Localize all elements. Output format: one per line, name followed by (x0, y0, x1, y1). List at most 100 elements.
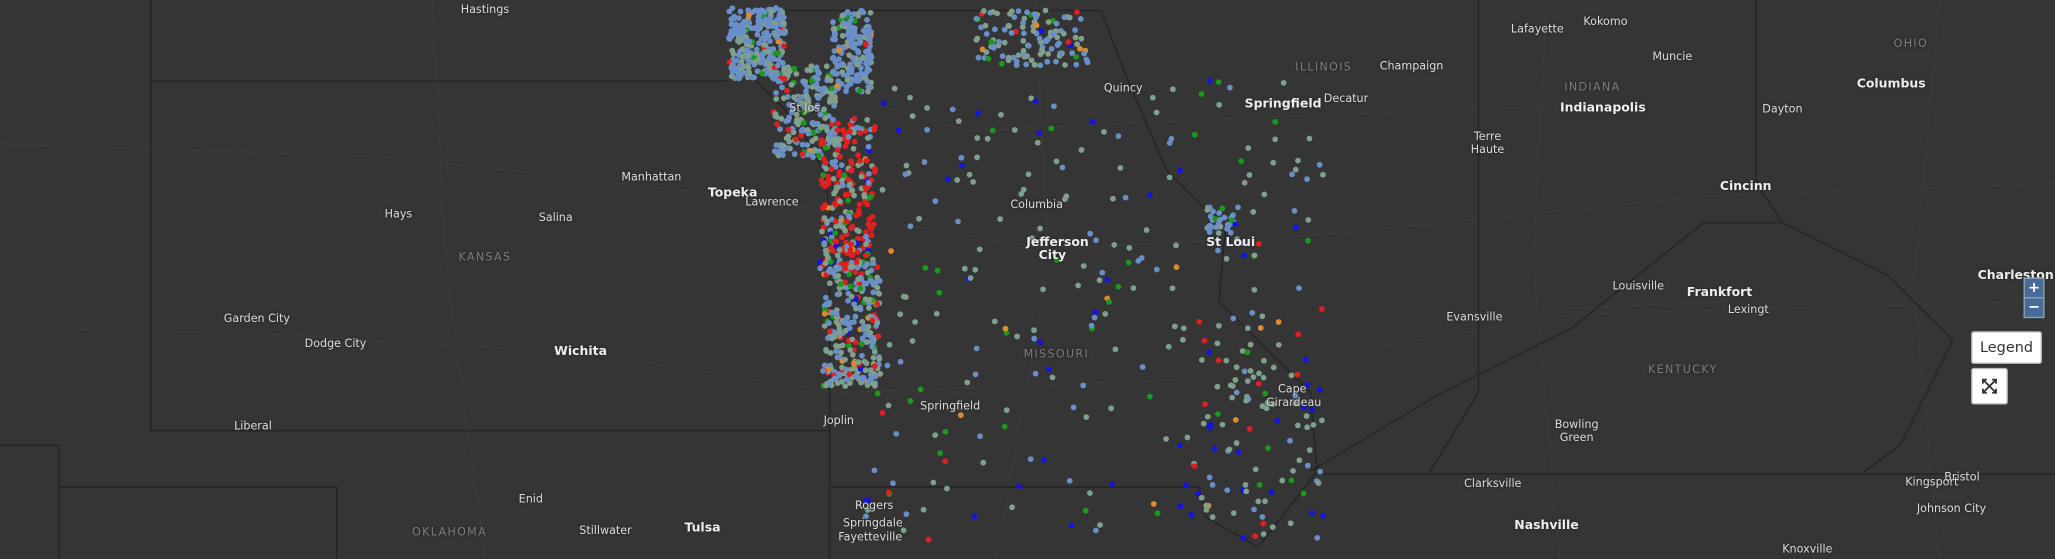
fullscreen-button[interactable] (1971, 367, 2008, 405)
point (862, 70, 869, 77)
legend-button[interactable]: Legend (1971, 331, 2042, 364)
point (777, 126, 783, 133)
point (851, 192, 857, 199)
point (771, 75, 777, 82)
point (854, 227, 861, 233)
city-label: Dodge City (304, 337, 367, 351)
point (772, 111, 779, 117)
point (973, 15, 980, 22)
point (774, 34, 781, 41)
point (875, 333, 882, 339)
city-label: Springfield (1244, 96, 1322, 112)
point (1320, 512, 1327, 519)
point (807, 67, 814, 74)
point (1255, 498, 1262, 505)
zoom-in-button[interactable]: + (2023, 277, 2045, 299)
point (845, 297, 851, 304)
point (1016, 483, 1023, 490)
point (864, 507, 871, 513)
point (1001, 423, 1008, 430)
point (865, 25, 872, 32)
point (798, 94, 805, 101)
city-label: Fayetteville (838, 531, 903, 545)
point (867, 52, 874, 58)
point (855, 12, 862, 19)
point (1165, 343, 1172, 350)
point (936, 289, 943, 296)
point (1255, 380, 1262, 387)
point (805, 130, 812, 137)
point (855, 276, 861, 283)
point (1309, 406, 1315, 413)
point (857, 366, 864, 372)
point (729, 5, 736, 12)
point (1099, 269, 1106, 276)
point (805, 151, 812, 158)
point (871, 467, 878, 474)
point (821, 310, 828, 317)
point (849, 351, 856, 358)
point (775, 78, 782, 85)
point (1289, 171, 1295, 178)
point (865, 305, 872, 311)
city-label: Cincinn (1719, 179, 1772, 194)
point (730, 61, 736, 68)
point (773, 142, 780, 149)
point (745, 19, 752, 26)
point (1102, 311, 1109, 317)
point (1228, 217, 1235, 224)
point (827, 328, 833, 335)
point (1146, 393, 1153, 400)
point (857, 33, 863, 40)
point (1053, 158, 1060, 165)
point (1080, 263, 1087, 269)
point (1070, 404, 1077, 411)
city-label: Jefferson City (1026, 235, 1089, 264)
point (1259, 313, 1266, 320)
city-label: Muncie (1652, 51, 1693, 65)
point (876, 356, 883, 362)
city-label: Manhattan (621, 171, 682, 185)
point (974, 135, 981, 141)
point (832, 98, 838, 105)
point (1256, 481, 1263, 488)
point (1239, 240, 1246, 246)
point (1244, 349, 1251, 356)
point (728, 73, 735, 80)
point (848, 69, 855, 76)
point (1251, 286, 1258, 293)
point (1255, 240, 1262, 247)
zoom-out-button[interactable]: − (2023, 297, 2045, 319)
point (779, 152, 786, 158)
point (874, 301, 881, 308)
point (855, 152, 861, 158)
point (1188, 512, 1195, 518)
point (831, 375, 838, 382)
city-label: Lawrence (745, 196, 799, 210)
point (996, 38, 1002, 45)
point (858, 173, 865, 180)
point (833, 348, 839, 355)
point (897, 311, 904, 318)
point (843, 376, 850, 383)
point (1003, 330, 1010, 336)
point (1259, 514, 1266, 520)
point (1112, 346, 1119, 353)
point (1209, 514, 1216, 520)
point (1295, 331, 1302, 338)
point (1301, 404, 1307, 411)
point (822, 159, 829, 166)
point (1069, 50, 1076, 56)
point (1019, 24, 1026, 30)
point (1287, 520, 1294, 527)
point (1270, 401, 1276, 408)
point (864, 117, 871, 123)
point (1215, 230, 1222, 236)
point (866, 83, 873, 90)
point (1096, 277, 1103, 284)
point (773, 5, 779, 11)
point (1169, 86, 1176, 93)
point (932, 432, 939, 438)
point (1048, 46, 1055, 52)
